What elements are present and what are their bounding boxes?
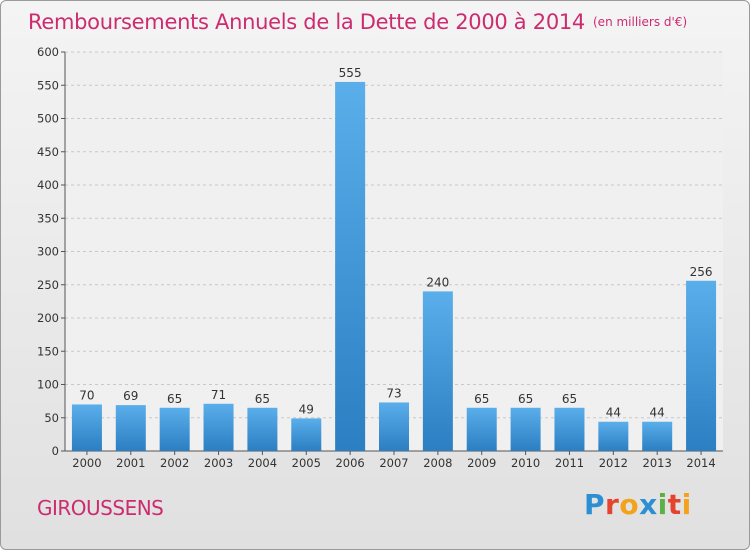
x-tick-label: 2012 (599, 456, 628, 470)
logo-letter: o (619, 488, 640, 521)
x-tick-label: 2003 (204, 456, 233, 470)
bar-value-label: 555 (339, 66, 362, 80)
logo-letter: i (681, 488, 692, 521)
bar-value-label: 71 (211, 388, 226, 402)
logo-letter: r (605, 488, 620, 521)
bar-value-label: 256 (690, 265, 713, 279)
bar-value-label: 49 (299, 402, 314, 416)
x-tick-label: 2013 (643, 456, 672, 470)
x-tick-label: 2006 (335, 456, 364, 470)
y-tick-label: 100 (37, 378, 59, 392)
y-tick-label: 250 (37, 278, 59, 292)
bar-value-label: 73 (386, 386, 401, 400)
bar (554, 407, 585, 451)
x-tick-label: 2004 (248, 456, 277, 470)
y-tick-label: 500 (37, 112, 59, 126)
bar (686, 280, 717, 451)
bar-value-label: 44 (606, 406, 621, 420)
bar (598, 421, 629, 451)
x-tick-label: 2011 (555, 456, 584, 470)
y-tick-label: 300 (37, 245, 59, 259)
bar (642, 421, 673, 451)
bar (203, 403, 234, 451)
x-tick-label: 2014 (686, 456, 715, 470)
bar (466, 407, 497, 451)
x-tick-label: 2009 (467, 456, 496, 470)
x-tick-label: 2005 (292, 456, 321, 470)
bar (159, 407, 190, 451)
proxiti-logo: Proxiti (584, 488, 692, 521)
y-tick-label: 550 (37, 78, 59, 92)
bar (422, 291, 453, 451)
x-tick-label: 2007 (379, 456, 408, 470)
bar (335, 81, 366, 452)
bar (510, 407, 541, 451)
x-tick-label: 2001 (116, 456, 145, 470)
logo-letter: i (657, 488, 668, 521)
chart-title: Remboursements Annuels de la Dette de 20… (28, 10, 687, 34)
chart-title-text: Remboursements Annuels de la Dette de 20… (28, 10, 585, 34)
x-tick-label: 2010 (511, 456, 540, 470)
x-tick-label: 2002 (160, 456, 189, 470)
bar-value-label: 240 (426, 275, 449, 289)
y-tick-label: 400 (37, 178, 59, 192)
y-tick-label: 350 (37, 211, 59, 225)
bar-value-label: 69 (123, 389, 138, 403)
place-name: GIROUSSENS (37, 496, 164, 520)
y-tick-label: 200 (37, 311, 59, 325)
logo-letter: t (667, 488, 682, 521)
bar-value-label: 65 (167, 392, 182, 406)
y-tick-label: 600 (37, 45, 59, 59)
bar (247, 407, 278, 451)
bar-value-label: 65 (255, 392, 270, 406)
logo-letter: P (584, 488, 606, 521)
chart-subtitle: (en milliers d'€) (593, 15, 688, 29)
bar (291, 418, 322, 451)
bar-value-label: 65 (474, 392, 489, 406)
y-tick-label: 50 (44, 411, 59, 425)
x-tick-label: 2000 (72, 456, 101, 470)
y-tick-label: 0 (52, 444, 59, 458)
bar-value-label: 44 (650, 406, 665, 420)
bar-value-label: 65 (562, 392, 577, 406)
bar (71, 404, 102, 451)
bar-value-label: 70 (79, 388, 94, 402)
logo-letter: x (639, 488, 658, 521)
bar-value-label: 65 (518, 392, 533, 406)
y-tick-label: 450 (37, 145, 59, 159)
x-tick-label: 2008 (423, 456, 452, 470)
y-tick-label: 150 (37, 344, 59, 358)
bar (115, 405, 146, 451)
bar (379, 402, 409, 451)
